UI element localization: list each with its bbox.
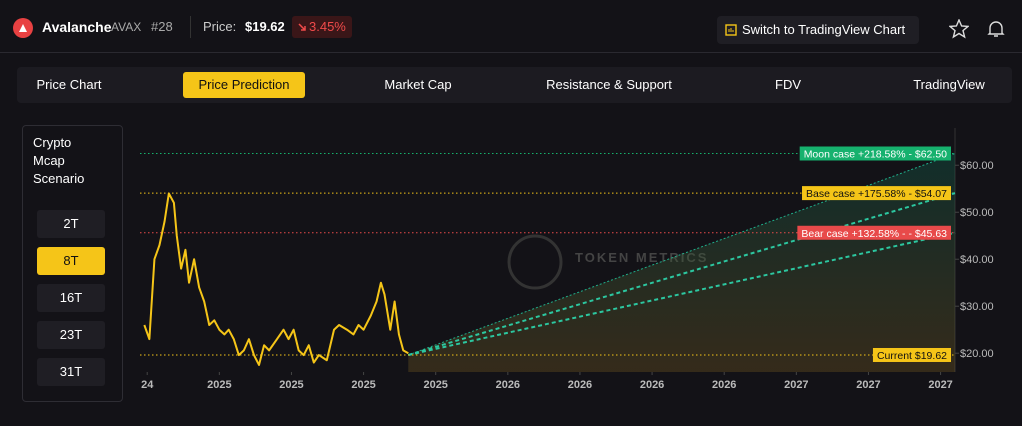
zone-fill xyxy=(408,153,955,372)
price-label: Price: xyxy=(203,19,237,34)
x-tick-label: 2027 xyxy=(856,379,880,391)
x-tick-label: 2025 xyxy=(351,379,375,391)
price: $19.62 xyxy=(245,19,285,34)
x-tick-label: 2025 xyxy=(423,379,447,391)
y-tick-label: $40.00 xyxy=(960,254,994,266)
coin-symbol: AVAX xyxy=(111,20,142,34)
x-tick-label: 2026 xyxy=(496,379,520,391)
tab[interactable]: TradingView xyxy=(913,77,985,92)
bell-icon[interactable] xyxy=(986,19,1006,39)
star-icon[interactable] xyxy=(949,19,969,39)
tab[interactable]: Price Prediction xyxy=(183,72,305,98)
level-label: Bear case +132.58% - - $45.63 xyxy=(801,228,947,240)
watermark-logo xyxy=(507,234,563,290)
y-tick-label: $30.00 xyxy=(960,301,994,313)
level-label: Current $19.62 xyxy=(877,350,947,362)
level-label-box xyxy=(802,186,951,201)
tradingview-button[interactable]: Switch to TradingView Chart xyxy=(717,16,919,44)
x-tick-label: 2025 xyxy=(279,379,303,391)
logo xyxy=(13,18,33,38)
scenario-panel: Crypto Mcap Scenario xyxy=(22,125,123,402)
divider xyxy=(190,16,191,38)
tab[interactable]: FDV xyxy=(775,77,801,92)
down-arrow xyxy=(298,23,306,31)
button-text: Switch to TradingView Chart xyxy=(742,22,906,37)
y-tick-label: $60.00 xyxy=(960,160,994,172)
y-tick-label: $20.00 xyxy=(960,348,994,360)
level-label-box xyxy=(872,347,951,362)
scenario-option[interactable]: 23T xyxy=(37,321,105,349)
level-label-box xyxy=(797,225,951,240)
y-tick-label: $50.00 xyxy=(960,207,994,219)
x-tick-label: 2026 xyxy=(568,379,592,391)
x-tick-label: 24 xyxy=(141,379,154,391)
level-label: Moon case +218.58% - $62.50 xyxy=(804,148,947,160)
tab[interactable]: Price Chart xyxy=(36,77,102,92)
coin-name: Avalanche xyxy=(42,19,112,35)
x-tick-label: 2025 xyxy=(207,379,231,391)
projection-line xyxy=(408,231,956,356)
scenario-option[interactable]: 31T xyxy=(37,358,105,386)
x-tick-label: 2027 xyxy=(784,379,808,391)
chart-icon xyxy=(725,24,737,36)
coin-rank: #28 xyxy=(151,19,173,34)
tab-bar xyxy=(17,67,1012,103)
level-label: Base case +175.58% - $54.07 xyxy=(806,188,947,200)
x-tick-label: 2027 xyxy=(928,379,952,391)
scenario-title: Crypto Mcap Scenario xyxy=(33,135,85,186)
x-tick-label: 2026 xyxy=(640,379,664,391)
price-line xyxy=(143,192,409,366)
tab[interactable]: Market Cap xyxy=(384,77,452,92)
change: 3.45% xyxy=(309,19,346,34)
header: Avalanche AVAX #28 Price: $19.62 3.45% S… xyxy=(0,0,1022,53)
tab[interactable]: Resistance & Support xyxy=(546,77,672,92)
scenario-option[interactable]: 8T xyxy=(37,247,105,275)
level-label-box xyxy=(799,146,951,161)
scenario-option[interactable]: 16T xyxy=(37,284,105,312)
scenario-option[interactable]: 2T xyxy=(37,210,105,238)
x-tick-label: 2026 xyxy=(712,379,736,391)
change-badge: 3.45% xyxy=(292,16,352,38)
